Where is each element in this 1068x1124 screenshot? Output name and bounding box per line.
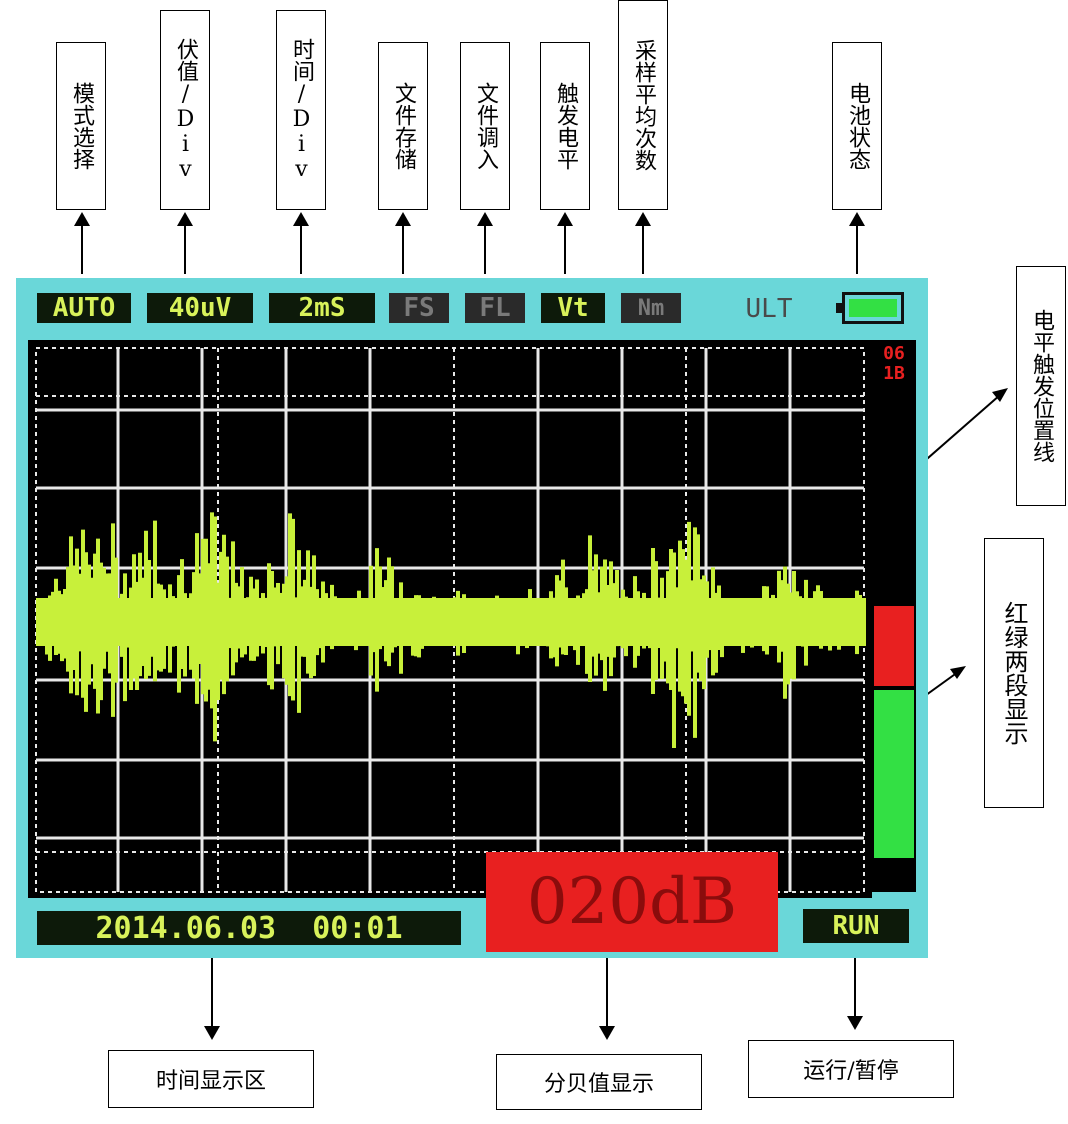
meter-green-segment [874, 690, 914, 858]
sample-avg-button[interactable]: Nm [618, 290, 684, 326]
label-time-div: 时间/Div [276, 10, 326, 210]
level-meter: 06 1B [872, 340, 916, 892]
label-battery-state: 电池状态 [832, 42, 882, 210]
label-two-segment: 红绿两段显示 [984, 538, 1044, 808]
db-value: 020dB [526, 865, 738, 939]
ult-label: ULT [745, 294, 793, 324]
battery-icon [836, 292, 904, 324]
label-sample-avg: 采样平均次数 [618, 0, 668, 210]
label-time-area: 时间显示区 [108, 1050, 314, 1108]
run-pause-button[interactable]: RUN [800, 906, 912, 946]
file-save-button[interactable]: FS [386, 290, 452, 326]
waveform-band [36, 598, 866, 646]
time-div-button[interactable]: 2mS [266, 290, 378, 326]
label-run-pause: 运行/暂停 [748, 1040, 954, 1098]
label-file-save: 文件存储 [378, 42, 428, 210]
meter-scale-label: 06 1B [883, 343, 905, 384]
trigger-level-button[interactable]: Vt [538, 290, 608, 326]
file-load-button[interactable]: FL [462, 290, 528, 326]
label-mode-select: 模式选择 [56, 42, 106, 210]
db-display: 020dB [486, 852, 778, 952]
label-trigger-level: 触发电平 [540, 42, 590, 210]
meter-red-segment [874, 606, 914, 686]
volt-div-button[interactable]: 40uV [144, 290, 256, 326]
waveform-trace [36, 512, 866, 748]
label-trigger-line: 电平触发位置线 [1016, 266, 1066, 506]
label-volt-div: 伏值/Div [160, 10, 210, 210]
label-file-load: 文件调入 [460, 42, 510, 210]
label-db-display: 分贝值显示 [496, 1054, 702, 1110]
waveform-canvas [35, 347, 866, 893]
mode-button[interactable]: AUTO [34, 290, 134, 326]
grid [36, 348, 864, 892]
datetime-display: 2014.06.03 00:01 [34, 908, 464, 948]
